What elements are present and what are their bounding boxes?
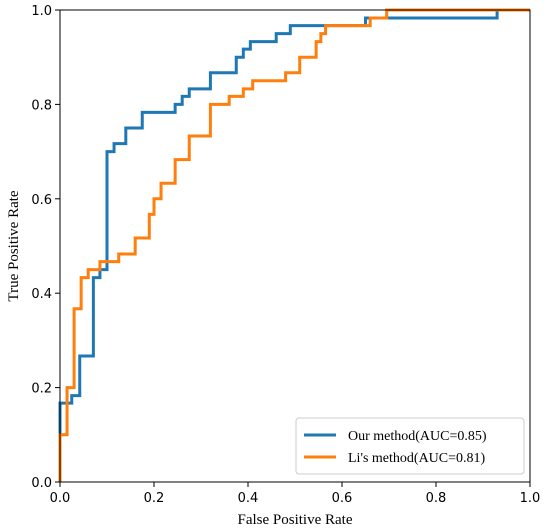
plot-frame [59, 9, 531, 483]
y-axis-label: True Positive Rate [6, 190, 22, 301]
axis-ticks: 0.00.0 0.2 0.2 0.4 0.4 0.6 0.6 0.8 0.8 1.0 1.0 [31, 4, 540, 506]
x-tick-label: 0.8 [426, 491, 447, 506]
y-tick-label: 1.0 [31, 4, 52, 19]
x-tick-label: 0.4 [238, 491, 259, 506]
y-tick-label: 0.2 [31, 382, 52, 397]
legend-box [295, 417, 525, 475]
y-tick-label: 0.0 [31, 476, 52, 491]
series-line-li-method [58, 8, 530, 482]
x-tick-label: 0.6 [332, 491, 353, 506]
legend-entry-li-method: Li's method(AUC=0.81) [348, 451, 486, 466]
x-tick-label: 1.0 [520, 491, 541, 506]
x-axis-label: False Positive Rate [238, 512, 353, 528]
plot-area [58, 8, 530, 482]
y-tick-label: 0.6 [31, 193, 52, 208]
legend-entry-our-method: Our method(AUC=0.85) [348, 429, 487, 444]
y-tick-label: 0.4 [31, 287, 52, 302]
x-tick-label: 0.0 [50, 491, 71, 506]
series-line-our-method [58, 8, 530, 482]
legend: Our method(AUC=0.85) Li's method(AUC=0.8… [295, 417, 525, 475]
y-tick-label: 0.8 [31, 98, 52, 113]
x-tick-label: 0.2 [144, 491, 165, 506]
